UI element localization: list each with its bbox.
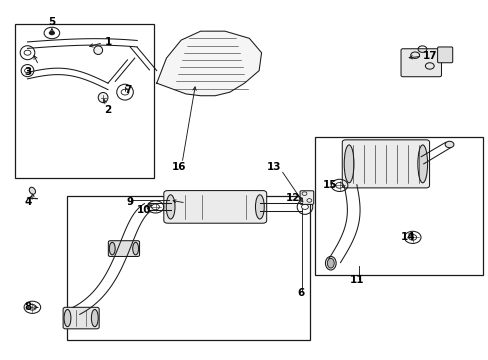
Ellipse shape [417,145,427,183]
Ellipse shape [325,256,335,270]
Bar [15,24,154,178]
Text: 6: 6 [296,288,304,298]
Ellipse shape [98,93,108,103]
Text: 15: 15 [322,180,336,190]
Circle shape [49,31,55,35]
Text: 13: 13 [266,162,281,172]
FancyBboxPatch shape [300,191,313,204]
FancyBboxPatch shape [63,307,99,329]
Ellipse shape [444,141,453,148]
Ellipse shape [327,258,333,268]
Text: 4: 4 [25,197,32,207]
FancyBboxPatch shape [400,49,441,77]
Ellipse shape [29,187,36,194]
FancyBboxPatch shape [342,140,428,188]
Text: 14: 14 [400,232,414,242]
Ellipse shape [255,195,264,219]
Ellipse shape [132,242,138,255]
Text: 16: 16 [171,162,185,172]
Text: 9: 9 [126,197,133,207]
FancyBboxPatch shape [163,190,266,223]
Text: 5: 5 [48,17,56,27]
Text: 12: 12 [285,193,300,203]
FancyBboxPatch shape [108,241,139,256]
Text: 17: 17 [422,51,436,61]
Text: 11: 11 [349,275,363,285]
Ellipse shape [94,46,102,54]
Text: 2: 2 [104,105,111,115]
Ellipse shape [64,310,71,327]
Polygon shape [157,31,261,96]
Text: 1: 1 [104,37,111,47]
Text: 10: 10 [137,206,151,216]
Ellipse shape [109,242,115,255]
Bar [66,196,310,339]
Ellipse shape [166,195,175,219]
Text: 8: 8 [25,302,32,312]
FancyBboxPatch shape [437,47,452,63]
Ellipse shape [344,145,353,183]
Text: 3: 3 [24,67,31,77]
Ellipse shape [91,310,98,327]
Bar [315,137,483,275]
Text: 7: 7 [123,85,131,95]
